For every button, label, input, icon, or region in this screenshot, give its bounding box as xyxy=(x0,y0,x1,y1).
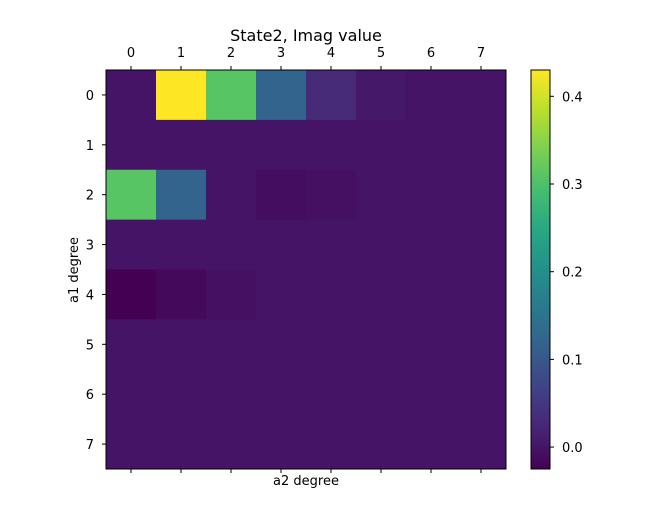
heatmap-cell xyxy=(356,369,407,420)
heatmap-cell xyxy=(206,70,257,121)
y-tick-label: 1 xyxy=(86,139,94,154)
heatmap-cell xyxy=(206,219,257,270)
heatmap-cell xyxy=(356,419,407,470)
heatmap-cell xyxy=(256,169,307,221)
heatmap-cell xyxy=(406,169,457,221)
x-tick-label: 5 xyxy=(377,46,385,61)
heatmap-cell xyxy=(256,419,307,470)
heatmap-cell xyxy=(406,70,457,121)
heatmap-cell xyxy=(206,319,257,370)
heatmap-cell xyxy=(456,319,507,370)
heatmap-cell xyxy=(406,219,457,270)
heatmap-cell xyxy=(456,119,507,171)
heatmap-cell xyxy=(406,369,457,420)
heatmap-cell xyxy=(306,419,357,470)
heatmap-cell xyxy=(256,219,307,270)
y-axis-label: a1 degree xyxy=(67,237,82,303)
heatmap-cell xyxy=(456,419,507,470)
heatmap-cell xyxy=(256,119,307,171)
colorbar-tick-label: 0.2 xyxy=(562,266,583,281)
colorbar-tick-label: 0.3 xyxy=(562,178,583,193)
heatmap-cell xyxy=(456,219,507,270)
heatmap-cell xyxy=(206,369,257,420)
colorbar-tick-label: 0.0 xyxy=(562,441,583,456)
heatmap-cell xyxy=(406,419,457,470)
heatmap-cell xyxy=(306,319,357,370)
heatmap-cell xyxy=(206,169,257,221)
heatmap-cell xyxy=(456,369,507,420)
heatmap-cell xyxy=(356,269,407,320)
heatmap-cell xyxy=(206,419,257,470)
x-tick-label: 3 xyxy=(277,46,285,61)
y-tick-label: 7 xyxy=(86,438,94,453)
heatmap-cell xyxy=(356,70,407,121)
chart-title: State2, Imag value xyxy=(230,26,382,45)
x-ticks: 0 1 2 3 4 5 6 7 xyxy=(127,46,485,473)
y-tick-label: 6 xyxy=(86,388,94,403)
y-tick-label: 3 xyxy=(86,239,94,254)
heatmap-cell xyxy=(156,319,207,370)
heatmap-cell xyxy=(306,119,357,171)
heatmap-cell xyxy=(106,70,157,121)
heatmap-cell xyxy=(106,219,157,270)
heatmap-cell xyxy=(256,70,307,121)
heatmap-cell xyxy=(256,319,307,370)
heatmap-cell xyxy=(156,419,207,470)
colorbar-ticks: 0.0 0.1 0.2 0.3 0.4 xyxy=(550,90,583,456)
heatmap-cell xyxy=(106,269,157,320)
x-axis-label: a2 degree xyxy=(273,474,339,489)
heatmap-cell xyxy=(156,119,207,171)
heatmap-cell xyxy=(306,269,357,320)
heatmap-cell xyxy=(106,369,157,420)
heatmap-cell xyxy=(156,70,207,121)
x-tick-label: 6 xyxy=(427,46,435,61)
heatmap-cell xyxy=(256,269,307,320)
x-tick-label: 1 xyxy=(177,46,185,61)
heatmap-cell xyxy=(106,169,157,221)
y-ticks: 0 1 2 3 4 5 6 7 xyxy=(86,89,106,453)
x-tick-label: 7 xyxy=(477,46,485,61)
y-tick-label: 0 xyxy=(86,89,94,104)
heatmap-cell xyxy=(206,119,257,171)
heatmap-cell xyxy=(456,70,507,121)
heatmap-cell xyxy=(156,369,207,420)
heatmap-cell xyxy=(106,319,157,370)
heatmap-cell xyxy=(406,119,457,171)
heatmap-cell xyxy=(156,219,207,270)
y-tick-label: 5 xyxy=(86,338,94,353)
x-tick-label: 0 xyxy=(127,46,135,61)
plot-frame xyxy=(105,69,507,470)
heatmap-cell xyxy=(306,369,357,420)
colorbar-tick-label: 0.4 xyxy=(562,90,583,105)
heatmap-cell xyxy=(156,269,207,320)
heatmap-cell xyxy=(356,169,407,221)
heatmap-cell xyxy=(356,319,407,370)
heatmap-cell xyxy=(406,319,457,370)
x-tick-label: 4 xyxy=(327,46,335,61)
heatmap-cells xyxy=(106,70,507,470)
heatmap-cell xyxy=(156,169,207,221)
heatmap-cell xyxy=(356,219,407,270)
x-tick-label: 2 xyxy=(227,46,235,61)
heatmap-cell xyxy=(306,169,357,221)
y-tick-label: 2 xyxy=(86,189,94,204)
y-tick-label: 4 xyxy=(86,288,94,303)
heatmap-cell xyxy=(306,219,357,270)
heatmap-cell xyxy=(206,269,257,320)
colorbar-tick-label: 0.1 xyxy=(562,353,583,368)
heatmap-cell xyxy=(406,269,457,320)
heatmap-cell xyxy=(306,70,357,121)
heatmap-cell xyxy=(456,269,507,320)
colorbar xyxy=(530,69,551,470)
heatmap-cell xyxy=(356,119,407,171)
heatmap-cell xyxy=(106,419,157,470)
heatmap-cell xyxy=(456,169,507,221)
heatmap-cell xyxy=(256,369,307,420)
heatmap-cell xyxy=(106,119,157,171)
